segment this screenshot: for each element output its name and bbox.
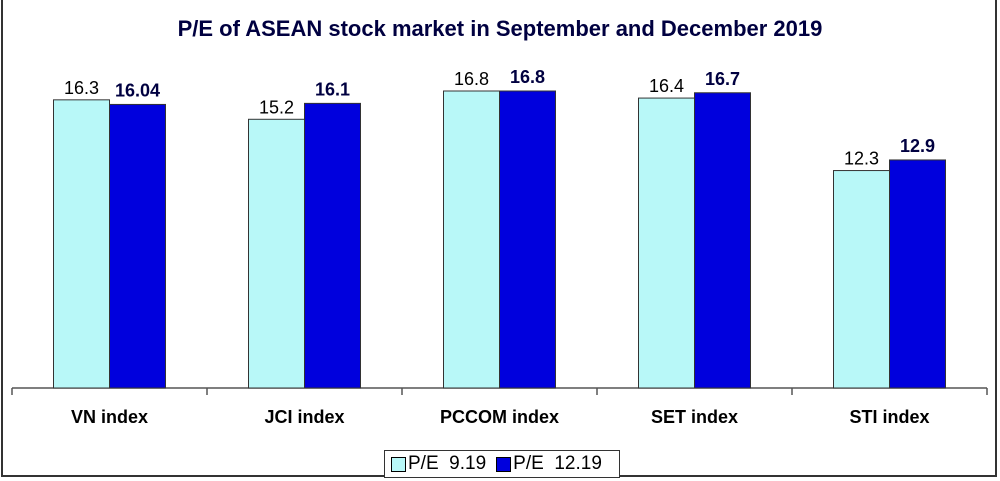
x-tick-label: STI index xyxy=(849,407,929,427)
x-tick-label: SET index xyxy=(651,407,738,427)
bar-dec xyxy=(694,92,751,389)
data-label: 12.3 xyxy=(844,149,879,169)
data-label: 16.8 xyxy=(510,67,545,87)
bar-dec xyxy=(499,90,556,389)
chart-title: P/E of ASEAN stock market in September a… xyxy=(177,16,823,41)
bar-sep xyxy=(53,99,110,389)
bar-sep xyxy=(638,97,695,389)
bar-sep xyxy=(443,90,500,389)
legend-swatch-sep xyxy=(391,456,406,472)
legend-item-sep: P/E 9.19 xyxy=(391,453,486,475)
data-label: 12.9 xyxy=(900,136,935,156)
data-label: 16.1 xyxy=(315,79,350,99)
data-label: 16.8 xyxy=(454,69,489,89)
bar-dec xyxy=(109,103,166,389)
bar-sep xyxy=(833,170,890,389)
legend-label-dec: P/E 12.19 xyxy=(513,453,602,474)
data-label: 15.2 xyxy=(259,97,294,117)
legend-item-dec: P/E 12.19 xyxy=(496,453,602,475)
bar-dec xyxy=(889,159,946,389)
legend-label-sep: P/E 9.19 xyxy=(408,453,487,474)
legend: P/E 9.19 P/E 12.19 xyxy=(384,450,620,478)
data-label: 16.7 xyxy=(705,69,740,89)
legend-swatch-dec xyxy=(496,456,512,472)
bar-dec xyxy=(304,102,361,389)
data-label: 16.4 xyxy=(649,76,684,96)
data-label: 16.04 xyxy=(115,80,160,100)
bar-sep xyxy=(248,118,305,389)
x-tick-label: JCI index xyxy=(264,407,344,427)
x-tick-label: PCCOM index xyxy=(440,407,559,427)
x-tick-label: VN index xyxy=(71,407,148,427)
data-label: 16.3 xyxy=(64,78,99,98)
